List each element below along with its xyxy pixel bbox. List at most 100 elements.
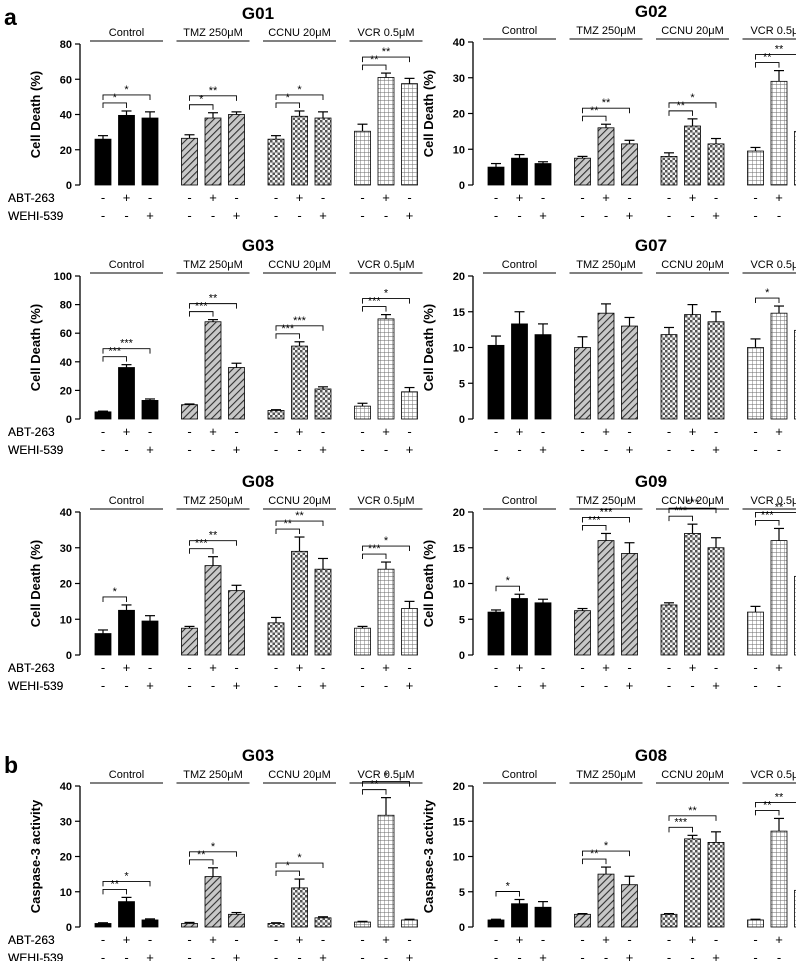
significance-label: * [604, 840, 609, 852]
significance-bracket [755, 54, 796, 60]
bar [707, 547, 725, 656]
wehi539-sign: - [384, 442, 388, 457]
panel-g08-7: G08 Control TMZ 250μM CCNU 20μM VCR 0.5μM 0 5 1… [8, 746, 796, 961]
bar [314, 917, 332, 928]
bar [354, 921, 371, 928]
wehi539-sign: + [146, 678, 154, 693]
wehi539-sign: - [517, 442, 521, 457]
significance-label: *** [600, 506, 614, 518]
wehi539-sign: - [187, 442, 191, 457]
bar [597, 127, 615, 186]
group-label: TMZ 250μM [183, 27, 243, 39]
abt263-sign: - [627, 660, 631, 675]
abt263-sign: - [321, 932, 325, 947]
significance-bracket [582, 850, 630, 857]
significance-bracket [189, 311, 214, 317]
bar [621, 884, 638, 928]
significance-label: *** [120, 338, 134, 350]
wehi539-sign: - [211, 678, 215, 693]
y-tick-label: 5 [459, 378, 465, 390]
bar [94, 633, 112, 656]
wehi539-sign: + [539, 208, 547, 223]
bar [204, 565, 222, 656]
abt263-sign: - [714, 190, 718, 205]
bar [267, 138, 285, 186]
abt263-sign: - [627, 932, 631, 947]
significance-label: ** [688, 805, 697, 817]
abt263-sign: - [360, 190, 364, 205]
significance-bracket [102, 348, 151, 354]
abt263-sign: - [360, 932, 364, 947]
abt263-sign: - [274, 932, 278, 947]
y-axis-label: Cell Death (%) [28, 71, 43, 158]
significance-bracket [495, 891, 520, 897]
bar [684, 838, 701, 928]
bar [534, 334, 552, 420]
wehi539-sign: + [233, 442, 241, 457]
significance-bracket [102, 880, 151, 887]
abt263-sign: - [407, 932, 411, 947]
significance-bracket [362, 545, 410, 552]
wehi539-sign: - [580, 950, 584, 961]
bar [204, 117, 222, 186]
wehi539-sign: - [517, 208, 521, 223]
y-tick-label: 60 [60, 328, 72, 340]
wehi539-sign: - [101, 950, 105, 961]
abt263-sign: - [580, 190, 584, 205]
significance-bracket [755, 801, 796, 808]
y-tick-label: 5 [459, 887, 465, 899]
group-label: Control [109, 495, 144, 507]
group-label: TMZ 250μM [183, 495, 243, 507]
group-label: VCR 0.5μM [750, 259, 796, 271]
significance-label: * [506, 575, 511, 587]
wehi539-sign: - [777, 208, 781, 223]
significance-bracket [189, 104, 214, 110]
significance-bracket [275, 333, 300, 339]
wehi539-sign: - [384, 208, 388, 223]
abt263-sign: - [321, 424, 325, 439]
significance-label: ** [775, 501, 784, 513]
abt263-sign: + [209, 190, 217, 205]
significance-label: * [286, 92, 291, 104]
abt263-sign: + [296, 660, 304, 675]
abt263-sign: + [775, 932, 783, 947]
y-tick-label: 80 [60, 300, 72, 312]
bar [770, 540, 788, 656]
abt263-sign: - [667, 932, 671, 947]
significance-label: * [199, 94, 204, 106]
wehi539-sign: - [187, 678, 191, 693]
y-tick-label: 30 [453, 73, 465, 85]
row-label-abt263: ABT-263 [8, 191, 55, 205]
abt263-sign: - [753, 424, 757, 439]
abt263-sign: - [187, 932, 191, 947]
abt263-sign: + [382, 424, 390, 439]
bar [707, 321, 725, 420]
wehi539-sign: + [406, 950, 414, 961]
abt263-sign: - [627, 190, 631, 205]
significance-bracket [189, 95, 237, 101]
significance-label: ** [775, 44, 784, 56]
abt263-sign: + [689, 932, 697, 947]
significance-label: * [506, 881, 511, 893]
group-label: CCNU 20μM [268, 27, 331, 39]
wehi539-sign: - [211, 442, 215, 457]
abt263-sign: - [580, 932, 584, 947]
significance-label: ** [110, 878, 119, 890]
row-label-abt263: ABT-263 [8, 933, 55, 947]
wehi539-sign: - [297, 678, 301, 693]
bar [401, 83, 418, 186]
wehi539-sign: - [187, 950, 191, 961]
group-label: TMZ 250μM [576, 769, 636, 781]
significance-label: * [297, 852, 302, 864]
row-label-wehi539: WEHI-539 [8, 209, 64, 223]
bar [94, 138, 112, 186]
significance-label: * [211, 841, 216, 853]
y-tick-label: 20 [453, 507, 465, 519]
significance-label: * [124, 870, 129, 882]
group-label: Control [502, 495, 537, 507]
bar [141, 919, 159, 928]
group-label: VCR 0.5μM [357, 495, 414, 507]
bar [684, 125, 701, 186]
bar [707, 842, 725, 928]
panel-title: G09 [635, 472, 667, 491]
